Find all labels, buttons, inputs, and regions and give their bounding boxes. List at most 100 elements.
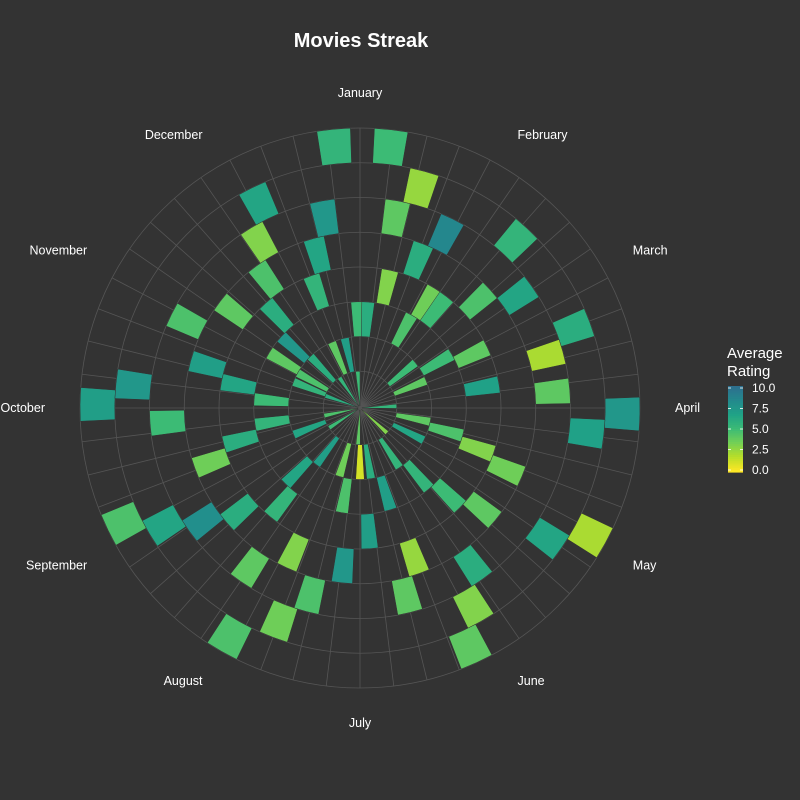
month-label: December [145,128,203,142]
grid-spoke [359,407,428,680]
heat-cell [309,198,340,238]
legend-tick-label: 10.0 [752,381,776,395]
grid-spoke [150,222,361,409]
heat-cell [307,353,337,384]
heat-cell [462,491,503,529]
legend: Average Rating 10.0 7.5 5.0 2.5 0.0 [727,345,783,477]
heat-cell [386,359,419,387]
heat-cell [191,447,231,479]
colorbar-segment [728,401,743,404]
grid-spoke [325,129,361,409]
heat-cell [337,376,360,407]
cells-layer [79,127,641,670]
heat-cell [448,623,493,670]
heat-cell [485,454,527,487]
heat-cell [240,221,279,264]
heat-cell [604,396,641,432]
grid-ring [149,197,571,619]
colorbar-segment [728,388,743,391]
month-label: June [518,674,545,688]
colorbar-segment [728,398,743,402]
month-label: April [675,401,700,415]
month-label: July [349,716,372,730]
colorbar-segment [728,433,743,437]
month-label: November [30,244,88,258]
colorbar-segment [728,413,743,417]
grid-spoke [359,407,460,670]
heat-cell [355,444,365,480]
heat-cell [376,474,398,512]
colorbar-segment [728,446,743,449]
month-label: August [164,674,203,688]
heat-cell [567,417,606,450]
colorbar-segment [728,416,743,419]
heat-cell [79,387,116,422]
month-labels: January February March April May June July Augu… [1,86,700,730]
heat-cell [165,302,208,340]
grid-spoke [359,129,395,409]
heat-cell [493,218,538,264]
heat-cell [221,429,260,454]
legend-tick-label: 5.0 [752,422,769,436]
colorbar-segment [728,420,743,424]
month-label: September [26,559,87,573]
heat-cell [419,291,454,329]
heat-cell [458,282,498,321]
heat-cell [361,408,389,435]
colorbar-segment [728,392,743,396]
heat-cell [335,477,353,514]
grid-spoke [129,407,361,568]
colorbar-segment [728,386,743,389]
heat-cell [316,127,352,166]
month-label: March [633,244,668,258]
heat-cell [360,513,379,550]
chart-title: Movies Streak [294,30,429,52]
heat-cell [525,339,567,372]
legend-colorbar [728,386,743,473]
heat-cell [327,408,359,431]
heat-cell [187,350,227,379]
heat-cell [363,443,376,480]
month-label: January [338,86,383,100]
heat-cell [419,348,456,377]
heat-cell [566,512,614,558]
month-label: February [518,128,569,142]
heat-cell [372,128,409,167]
heat-cell [427,422,465,443]
heat-cell [312,435,340,468]
heat-cell [355,409,361,445]
heat-cell [402,459,435,494]
heat-cell [533,377,571,405]
colorbar-segment [728,465,743,469]
heat-cell [525,517,570,561]
colorbar-segment [728,439,743,443]
colorbar-segment [728,467,743,471]
grid-spoke [229,407,361,657]
colorbar-segment [728,405,743,409]
month-label: October [1,401,45,415]
heat-cell [392,376,428,397]
heat-cell [402,167,440,209]
heat-cell [391,422,426,445]
month-label: May [633,559,657,573]
colorbar-segment [728,437,743,441]
colorbar-segment [728,444,743,447]
heat-cell [295,368,330,393]
heat-cell [259,599,298,643]
grid-spoke [359,159,491,409]
colorbar-segment [728,396,743,400]
heat-cell [355,370,361,407]
grid-spoke [359,248,591,409]
heat-cell [452,584,495,629]
heat-cell [427,213,465,256]
colorbar-segment [728,454,743,458]
heat-cell [360,301,375,338]
heat-cell [293,574,326,615]
heat-cell [213,293,254,330]
heat-cell [331,546,355,584]
colorbar-segment [728,435,743,439]
grid-spoke [359,340,632,409]
colorbar-segment [728,450,743,454]
colorbar-segment [728,452,743,456]
